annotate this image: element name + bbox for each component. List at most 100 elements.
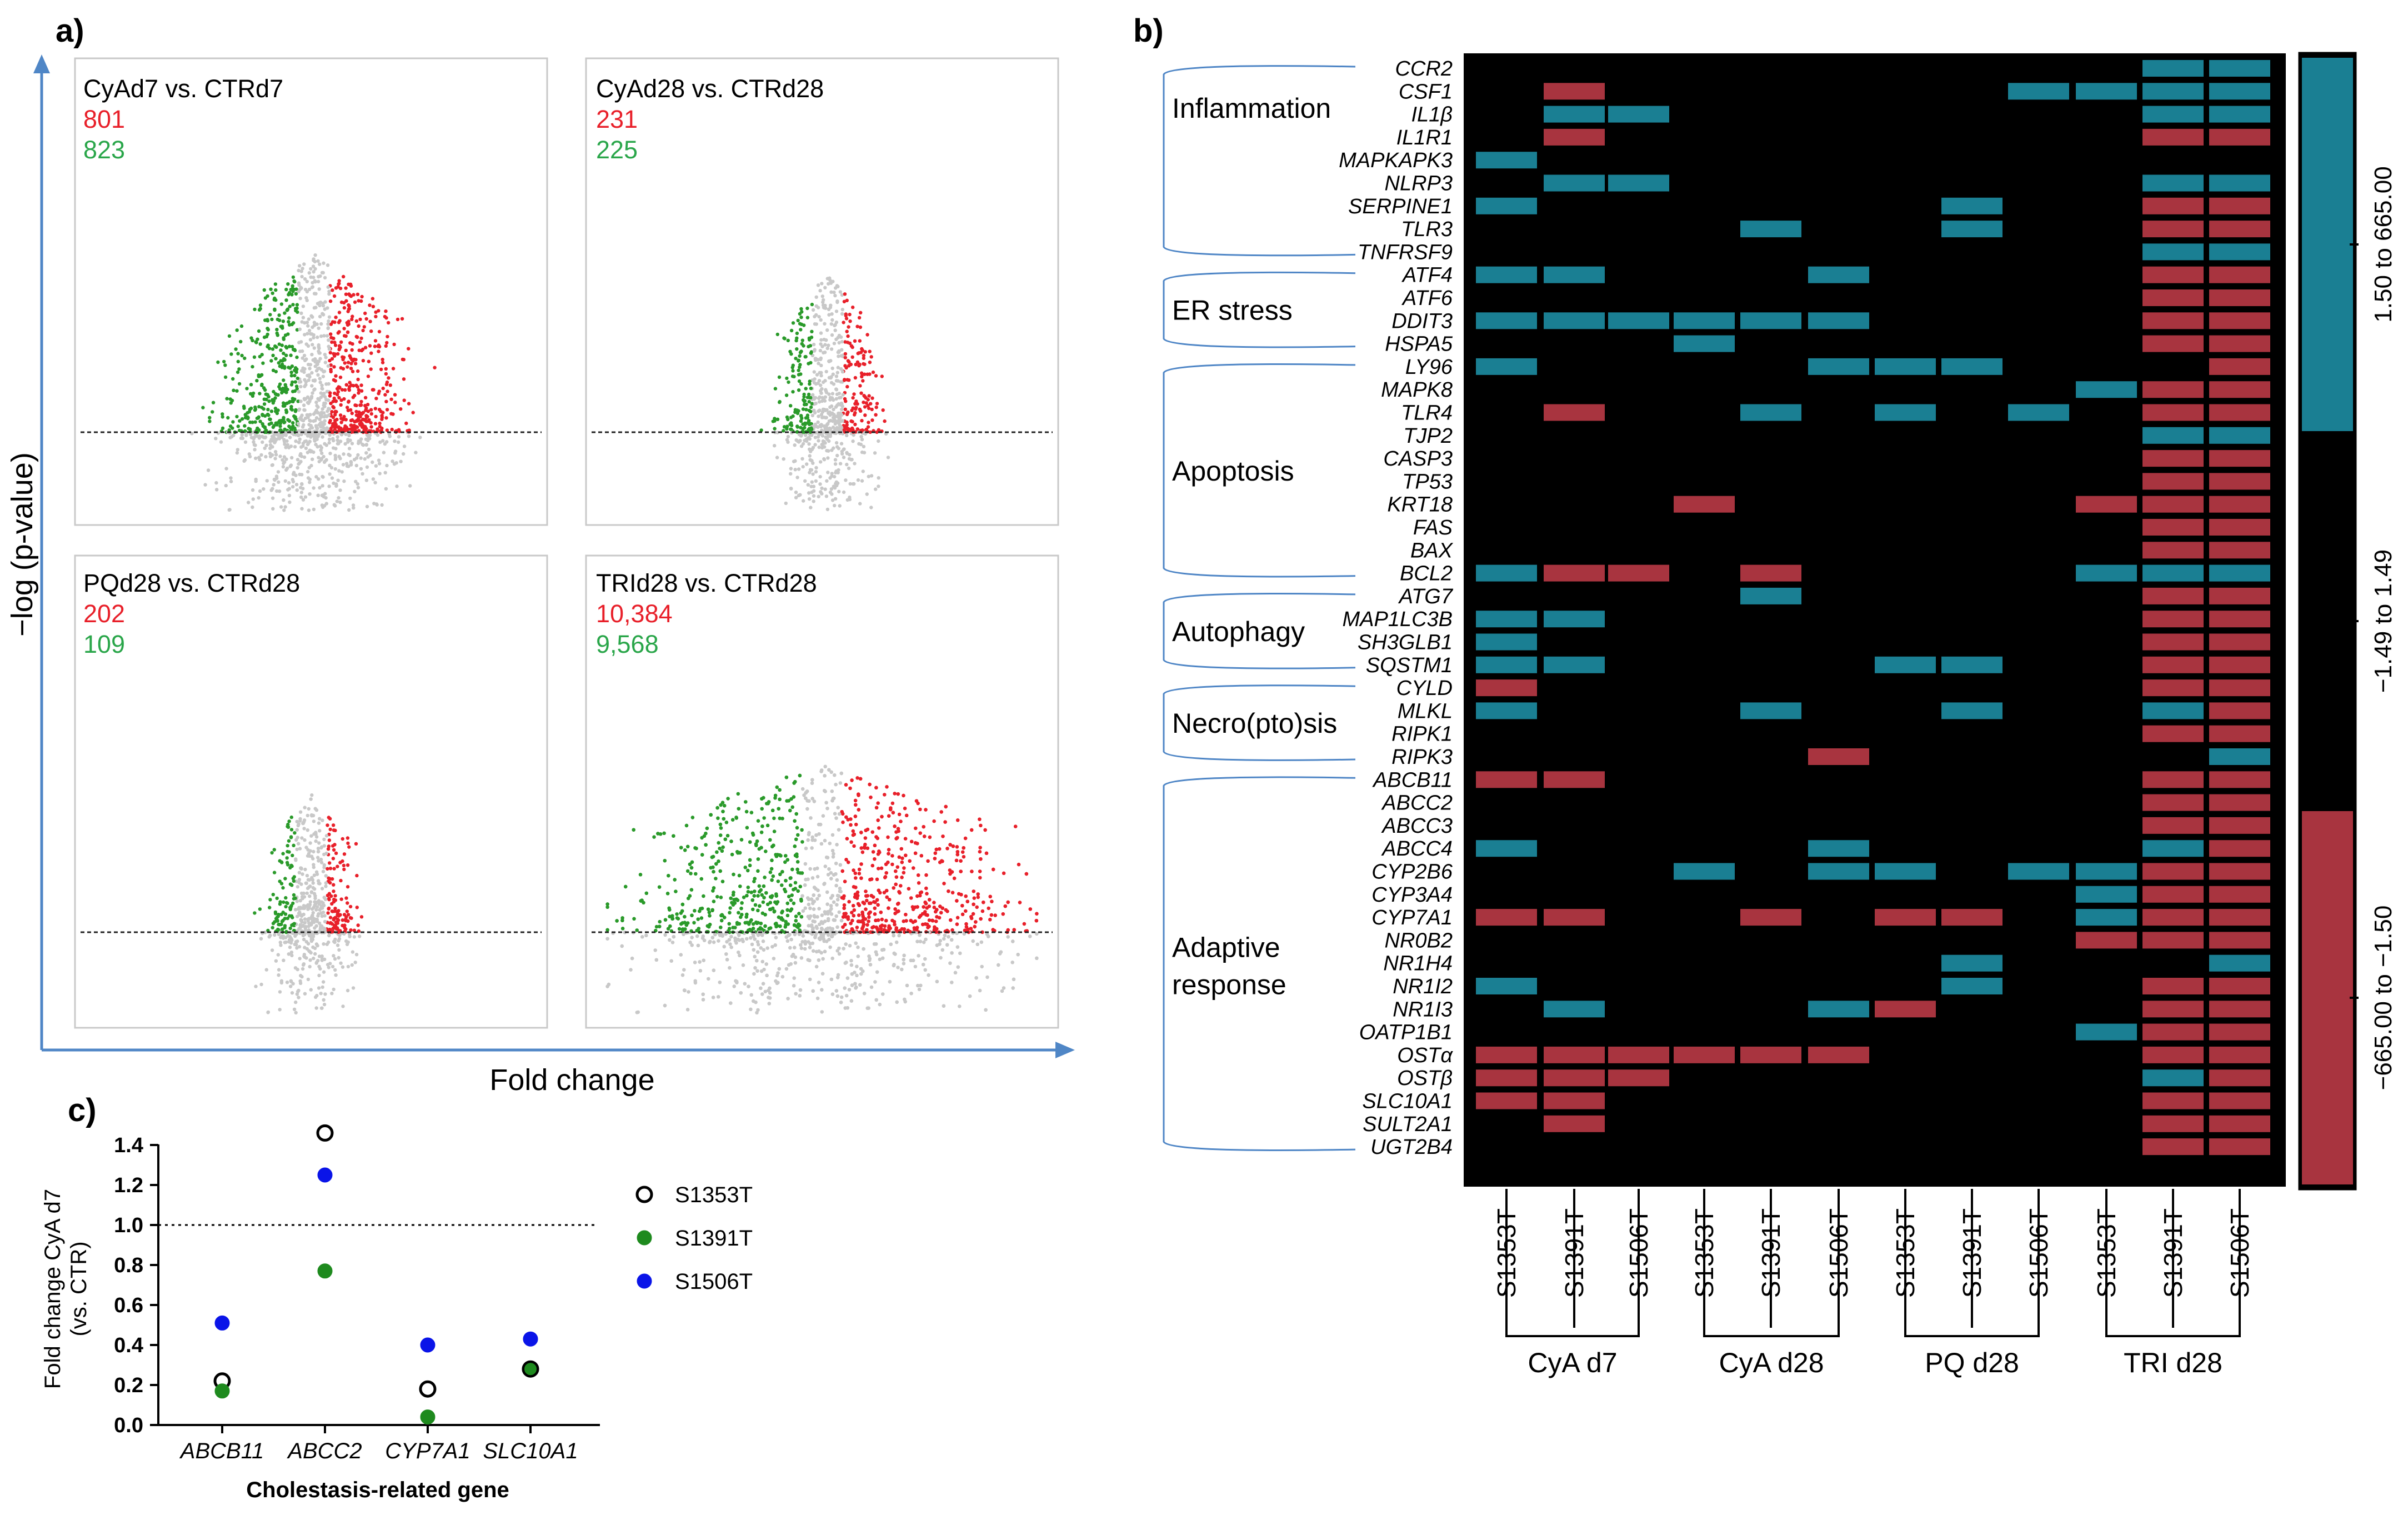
volcano-point: [835, 371, 840, 374]
volcano-point: [777, 807, 780, 811]
volcano-point: [306, 344, 311, 348]
volcano-point: [274, 409, 278, 413]
volcano-point: [317, 398, 321, 402]
volcano-point: [299, 866, 303, 870]
volcano-point: [287, 481, 291, 485]
volcano-point: [342, 306, 347, 310]
volcano-point: [820, 443, 824, 447]
volcano-point: [850, 345, 854, 349]
volcano-point: [302, 891, 306, 896]
volcano-point: [311, 911, 315, 915]
volcano-point: [368, 433, 372, 437]
volcano-point: [203, 483, 207, 487]
volcano-point: [291, 472, 296, 476]
volcano-point: [303, 333, 307, 337]
volcano-point: [371, 304, 376, 308]
volcano-point: [291, 275, 296, 279]
volcano-point: [306, 917, 311, 921]
volcano-point: [947, 889, 950, 893]
volcano-point: [240, 353, 244, 358]
volcano-point: [286, 466, 289, 471]
volcano-point: [299, 311, 303, 315]
volcano-point: [328, 452, 332, 456]
volcano-point: [297, 878, 302, 882]
volcano-point: [301, 894, 304, 899]
volcano-point: [316, 905, 319, 909]
volcano-point: [291, 424, 295, 428]
volcano-point: [304, 881, 308, 885]
volcano-point: [306, 878, 311, 882]
volcano-point: [316, 445, 319, 449]
volcano-point: [819, 373, 823, 378]
volcano-point: [312, 507, 316, 512]
volcano-point: [824, 416, 828, 419]
volcano-point: [341, 923, 344, 928]
volcano-point: [266, 412, 270, 417]
volcano-point: [308, 448, 312, 452]
volcano-point: [288, 304, 292, 308]
volcano-point: [408, 484, 412, 488]
volcano-point: [374, 310, 378, 314]
volcano-point: [864, 401, 868, 405]
volcano-point: [347, 319, 351, 323]
volcano-point: [314, 475, 318, 479]
volcano-point: [391, 459, 394, 463]
volcano-point: [275, 328, 279, 332]
volcano-point: [350, 348, 354, 352]
volcano-point: [229, 476, 233, 480]
volcano-point: [842, 490, 846, 494]
volcano-point: [346, 988, 350, 993]
volcano-point: [278, 318, 282, 322]
volcano-point: [333, 957, 337, 961]
volcano-point: [320, 914, 324, 918]
volcano-point: [281, 465, 286, 469]
volcano-point: [848, 319, 852, 323]
volcano-point: [327, 437, 332, 441]
volcano-point: [231, 420, 235, 424]
volcano-point: [337, 469, 341, 473]
volcano-point: [320, 451, 324, 455]
volcano-point: [306, 373, 309, 378]
volcano-point: [317, 346, 321, 351]
volcano-point: [336, 478, 340, 482]
volcano-point: [347, 845, 351, 849]
volcano-point: [313, 253, 317, 257]
volcano-point: [289, 941, 293, 945]
volcano-point: [338, 861, 342, 864]
volcano-point: [224, 483, 228, 488]
volcano-point: [797, 493, 801, 497]
volcano-point: [314, 1006, 318, 1010]
volcano-point: [323, 404, 327, 408]
volcano-point: [327, 441, 331, 445]
volcano-point: [337, 956, 341, 960]
volcano-point: [211, 401, 216, 404]
volcano-point: [251, 488, 255, 492]
volcano-point: [804, 387, 808, 391]
volcano-point: [874, 406, 878, 409]
volcano-point: [347, 508, 351, 512]
volcano-point: [839, 335, 843, 339]
volcano-point: [363, 346, 368, 349]
volcano-point: [317, 459, 321, 464]
volcano-point: [802, 398, 805, 402]
volcano-point: [366, 414, 369, 419]
volcano-point: [805, 416, 810, 420]
volcano-point: [822, 351, 825, 355]
volcano-point: [293, 908, 298, 912]
volcano-point: [296, 422, 301, 426]
volcano-point: [299, 432, 303, 437]
volcano-point: [364, 443, 368, 447]
volcano-point: [809, 506, 813, 509]
volcano-point: [264, 443, 268, 447]
volcano-point: [341, 837, 344, 841]
volcano-point: [333, 467, 337, 471]
volcano-point: [297, 911, 301, 916]
volcano-point: [341, 1004, 345, 1008]
volcano-point: [357, 391, 361, 395]
volcano-point: [831, 425, 835, 429]
volcano-point: [830, 333, 834, 337]
volcano-point: [808, 471, 812, 474]
volcano-point: [275, 896, 279, 901]
volcano-point: [322, 422, 326, 426]
volcano-point: [348, 381, 352, 384]
